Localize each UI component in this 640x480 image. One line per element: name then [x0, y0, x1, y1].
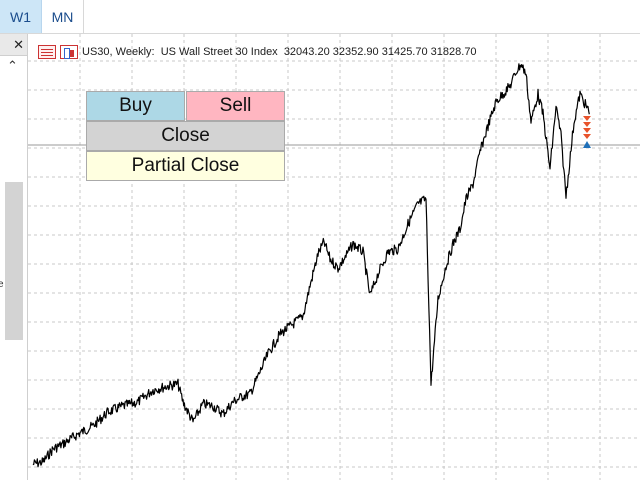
trade-markers: [583, 116, 591, 148]
price-chart[interactable]: US30, Weekly: US Wall Street 30 Index 32…: [28, 34, 640, 480]
scroll-up-icon[interactable]: ⌃: [7, 58, 18, 73]
timeframe-w1-button[interactable]: W1: [0, 0, 42, 33]
chart-grid: [28, 34, 640, 480]
close-button[interactable]: Close: [86, 121, 285, 151]
timeframe-mn-button[interactable]: MN: [42, 0, 84, 33]
chart-separator: :: [151, 46, 161, 58]
chart-description: US Wall Street 30 Index: [160, 46, 278, 58]
partial-close-button[interactable]: Partial Close: [86, 151, 285, 181]
chart-symbol: US30: [82, 46, 110, 58]
sell-marker-icon: [583, 128, 591, 133]
price-line: [32, 63, 590, 468]
sell-marker-icon: [583, 116, 591, 121]
buy-marker-icon: [583, 141, 591, 148]
chart-list-icon[interactable]: [38, 45, 56, 59]
chart-high: 32352.90: [332, 46, 379, 58]
navigator-panel: ✕ ⌃ e: [0, 34, 28, 480]
sell-button[interactable]: Sell: [186, 91, 285, 121]
navigator-scrollbar-thumb[interactable]: [5, 182, 23, 340]
close-icon[interactable]: ✕: [13, 37, 24, 52]
chart-close: 31828.70: [430, 46, 477, 58]
price-chart-canvas: [28, 34, 640, 480]
chart-open: 32043.20: [283, 46, 330, 58]
chart-header: US30, Weekly: US Wall Street 30 Index 32…: [38, 44, 477, 60]
chart-period: Weekly: [115, 46, 152, 58]
chart-separator: ,: [109, 46, 116, 58]
sell-marker-icon: [583, 122, 591, 127]
buy-button[interactable]: Buy: [86, 91, 185, 121]
sell-marker-icon: [583, 134, 591, 139]
navigator-header: ✕: [0, 34, 27, 56]
timeframe-toolbar: W1 MN: [0, 0, 640, 34]
chart-type-icon[interactable]: [60, 45, 78, 59]
navigator-truncated-text: e: [0, 279, 4, 290]
chart-low: 31425.70: [381, 46, 428, 58]
